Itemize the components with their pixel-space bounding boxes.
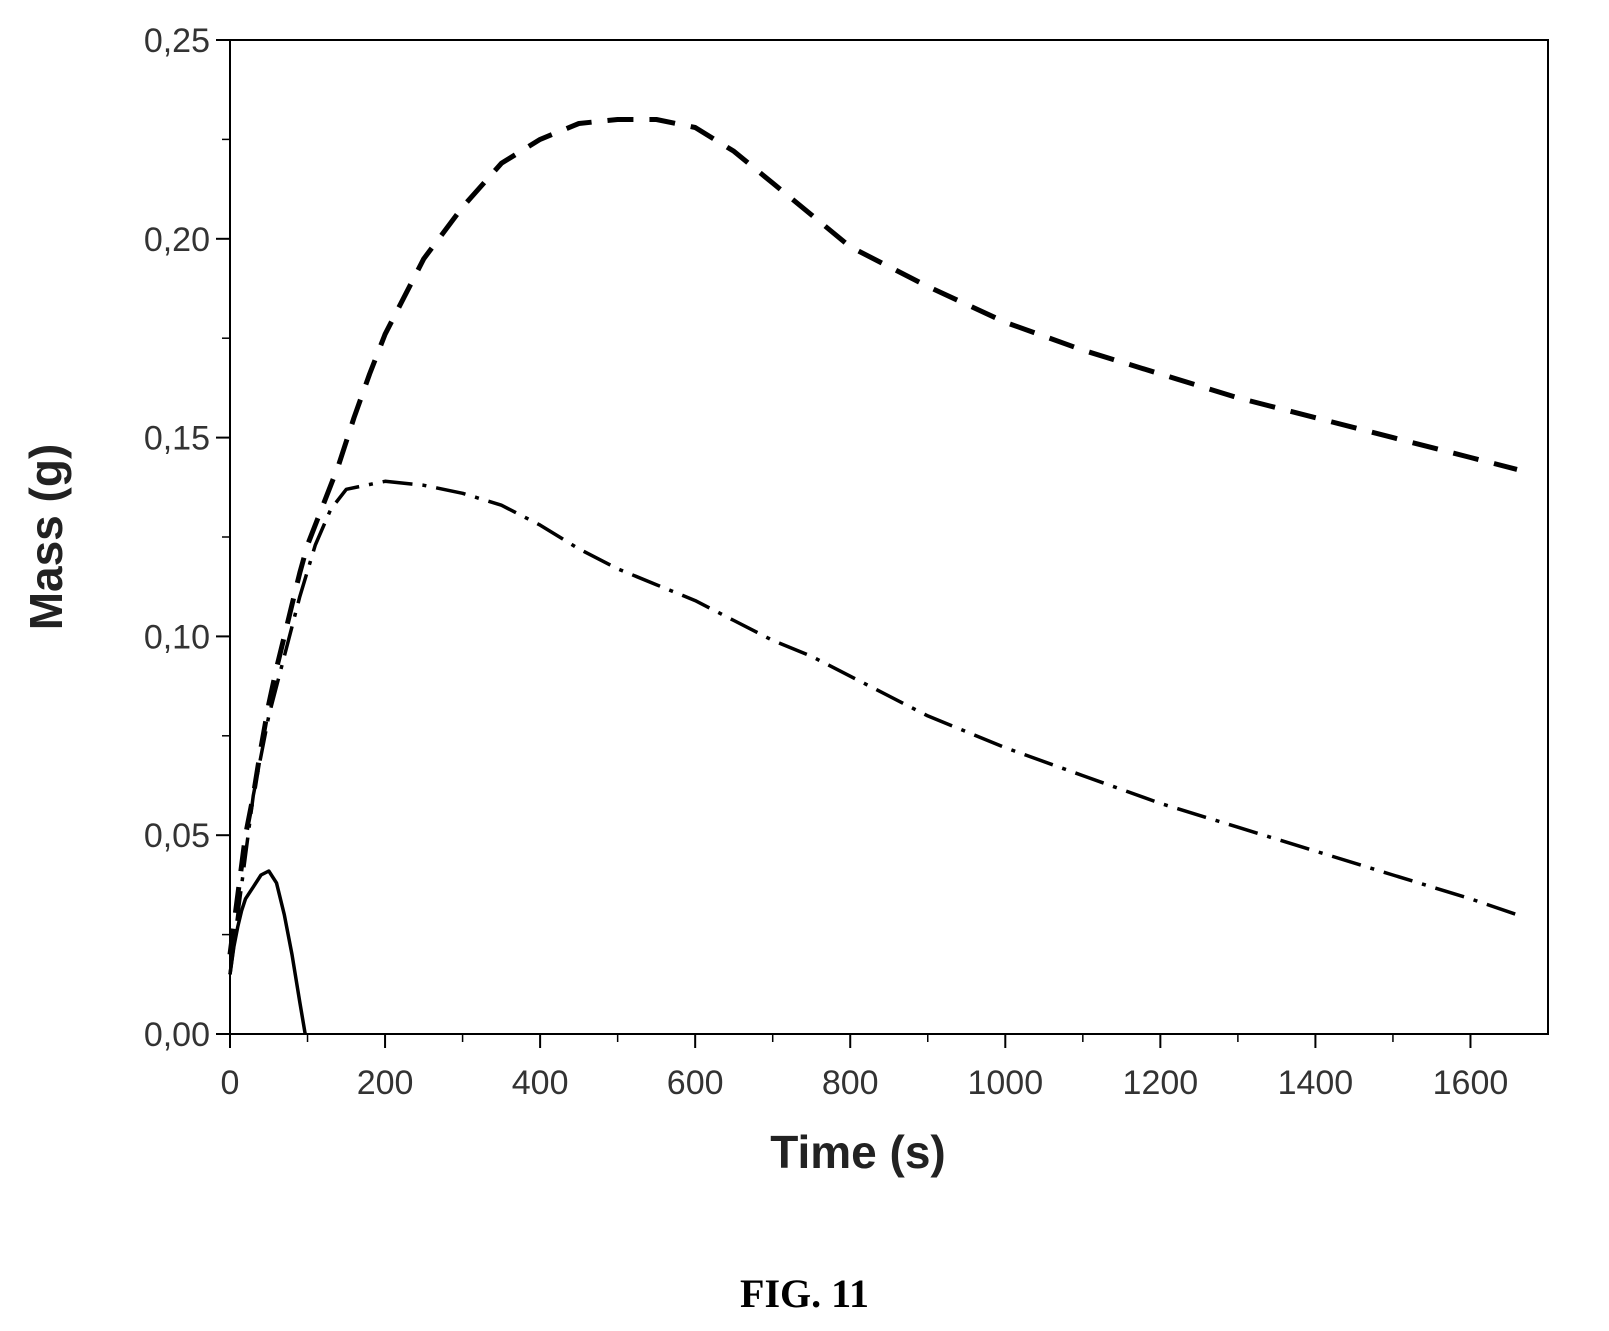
y-tick-label: 0,25 — [144, 22, 210, 60]
x-tick-label: 1600 — [1433, 1064, 1509, 1102]
y-tick-label: 0,00 — [144, 1016, 210, 1054]
y-tick-label: 0,10 — [144, 618, 210, 656]
x-tick-label: 600 — [667, 1064, 724, 1102]
plot-frame — [229, 39, 1549, 1035]
series-line-3-solid — [228, 869, 307, 1035]
x-tick-label: 200 — [357, 1064, 414, 1102]
x-axis-title: Time (s) — [770, 1126, 946, 1178]
x-tick-label: 800 — [822, 1064, 879, 1102]
x-tick-label: 0 — [221, 1064, 240, 1102]
x-tick-label: 1000 — [967, 1064, 1043, 1102]
x-tick-label: 1400 — [1278, 1064, 1354, 1102]
y-tick-label: 0,20 — [144, 221, 210, 259]
y-axis-title: Mass (g) — [20, 444, 72, 631]
series-line-2-dash-dot — [228, 479, 1518, 975]
y-tick-label: 0,05 — [144, 817, 210, 855]
figure-caption: FIG. 11 — [740, 1271, 869, 1316]
axes: 0 200 400 600 800 1000 1200 1400 1600 0,00 0,05 0,1… — [144, 22, 1549, 1102]
x-tick-label: 400 — [512, 1064, 569, 1102]
series-line-1-dash — [227, 117, 1518, 955]
x-tick-label: 1200 — [1123, 1064, 1199, 1102]
series-layer — [227, 117, 1518, 1035]
y-tick-label: 0,15 — [144, 420, 210, 458]
